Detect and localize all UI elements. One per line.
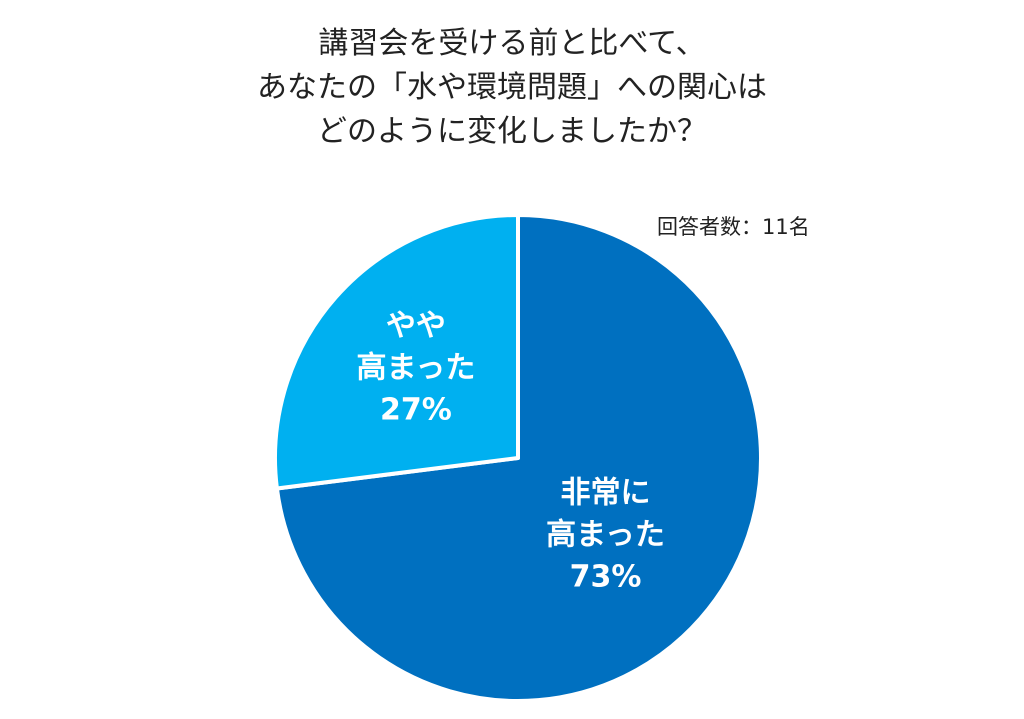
slice-label-0-line-0: 非常に	[560, 476, 650, 511]
chart-title-line-2: あなたの「水や環境問題」への関心は	[257, 70, 767, 105]
pie-slices	[273, 213, 763, 703]
chart-title: 講習会を受ける前と比べて、 あなたの「水や環境問題」への関心は どのように変化し…	[0, 22, 1024, 154]
pie-slice-1	[273, 213, 520, 491]
respondent-count-annotation: 回答者数：11名	[657, 215, 810, 239]
slice-label-0-line-1: 高まった	[546, 518, 665, 553]
slice-value-label-1: 27%	[380, 393, 452, 428]
chart-title-line-1: 講習会を受ける前と比べて、	[318, 26, 706, 61]
chart-title-line-3: どのように変化しましたか？	[317, 114, 707, 149]
slice-label-1-line-1: 高まった	[357, 351, 476, 386]
slice-label-1-line-0: やや	[386, 309, 446, 344]
slice-value-label-0: 73%	[570, 560, 642, 595]
